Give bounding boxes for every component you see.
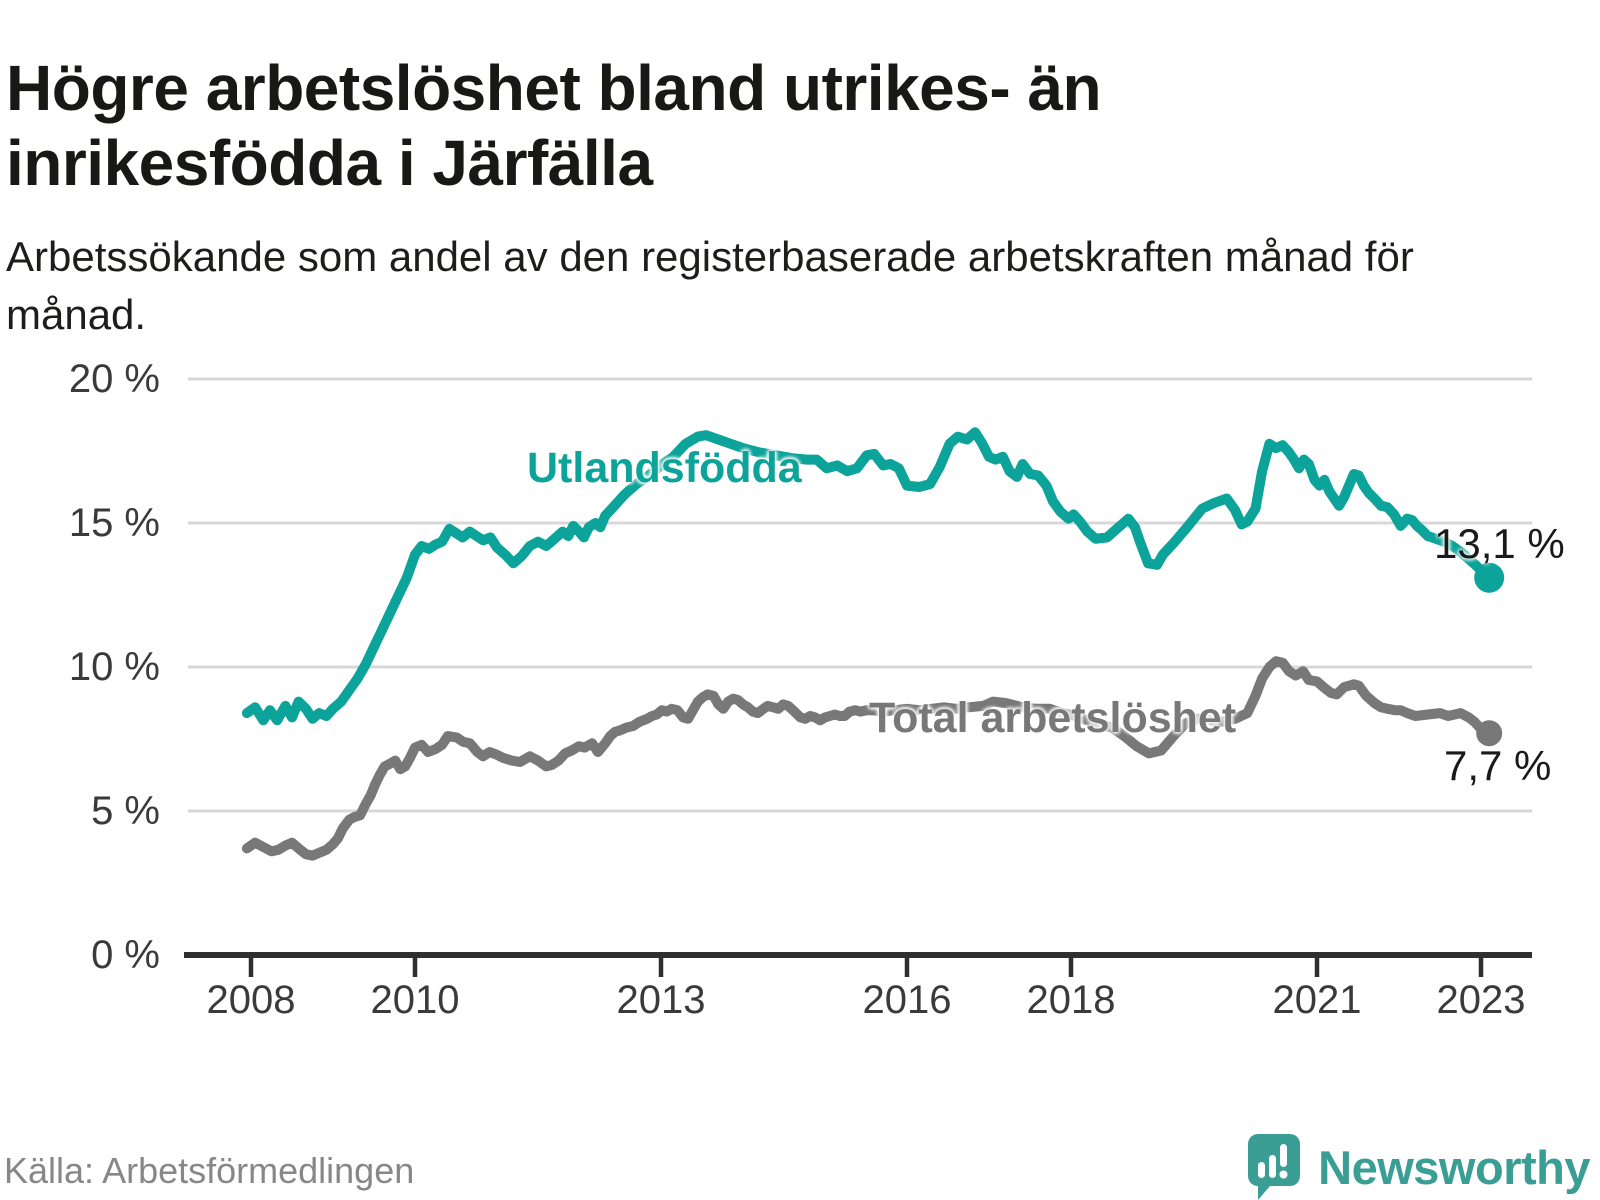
y-tick-label: 0 % [91, 933, 160, 977]
x-tick-label: 2013 [616, 978, 706, 1022]
y-tick-label: 5 % [91, 789, 160, 833]
x-tick-label: 2021 [1272, 978, 1362, 1022]
end-value-label-utlandsfodda: 13,1 % [1434, 520, 1565, 567]
newsworthy-logo-icon [1248, 1134, 1301, 1200]
y-tick-label: 10 % [68, 645, 160, 689]
series-end-dot [1476, 720, 1503, 747]
x-tick-label: 2023 [1436, 978, 1526, 1022]
x-tick-label: 2010 [370, 978, 460, 1022]
page-title: Högre arbetslöshet bland utrikes- än inr… [6, 51, 1102, 199]
brand-name: Newsworthy [1318, 1140, 1590, 1194]
series-label-utlandsfodda: Utlandsfödda [527, 444, 802, 492]
chart-subtitle: Arbetssökande som andel av den registerb… [6, 233, 1414, 338]
y-tick-label: 15 % [68, 501, 160, 545]
source-text: Källa: Arbetsförmedlingen [4, 1150, 415, 1191]
series-line-utlandsfodda [241, 427, 1495, 726]
x-tick-label: 2016 [862, 978, 952, 1022]
end-value-label-total: 7,7 % [1444, 742, 1552, 789]
series-end-dot [1474, 562, 1505, 593]
series-label-total: Total arbetslöshet [869, 694, 1237, 742]
series-line-total [241, 656, 1495, 861]
brand-lockup: Newsworthy [1248, 1134, 1590, 1200]
y-tick-label: 20 % [68, 357, 160, 401]
x-tick-label: 2018 [1026, 978, 1116, 1022]
x-tick-label: 2008 [206, 978, 296, 1022]
